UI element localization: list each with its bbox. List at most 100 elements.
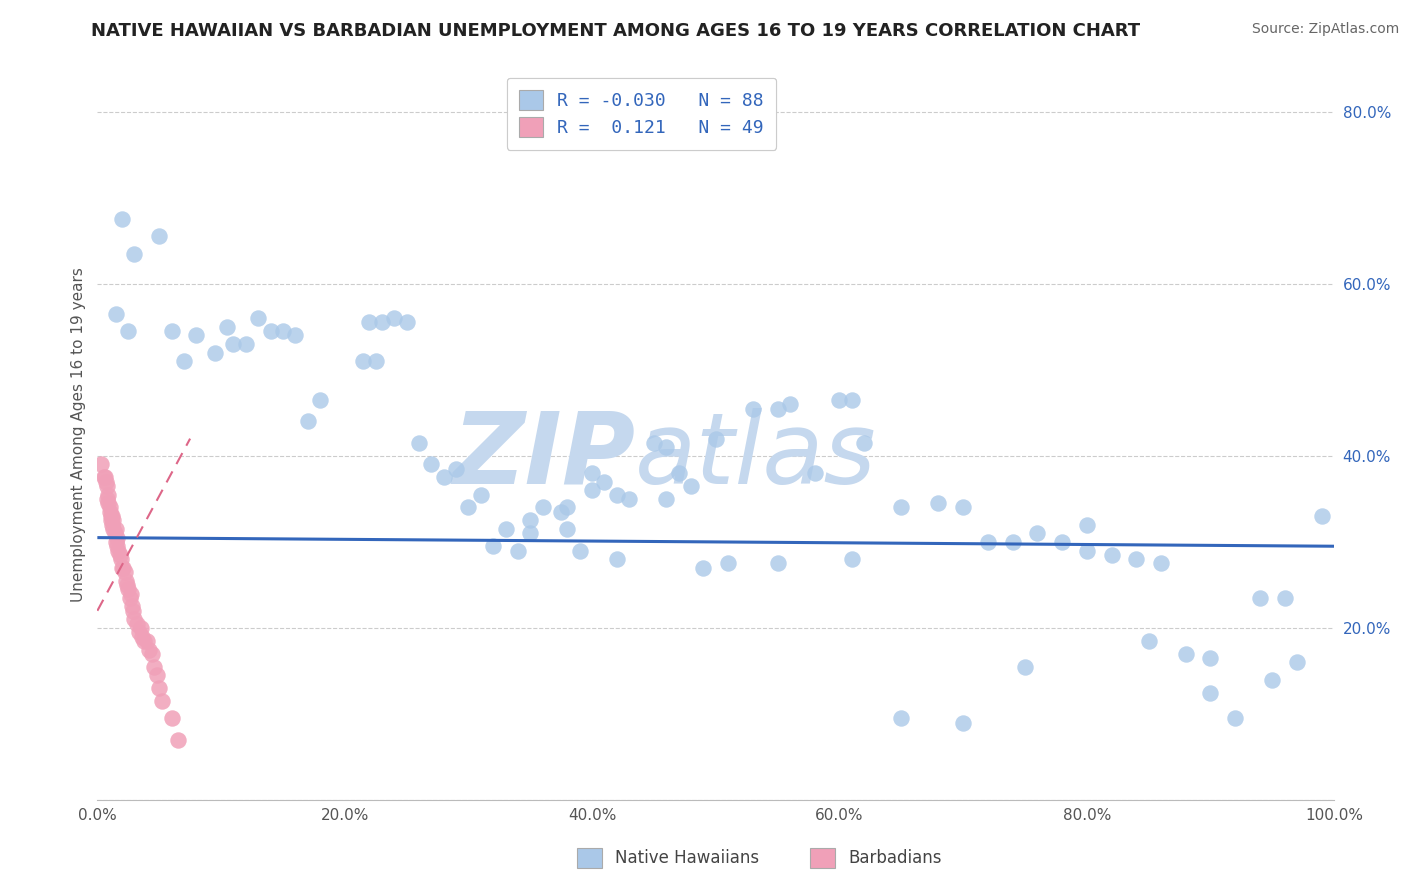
Point [741,401,763,416]
Point [1150,557,1173,571]
Point [617,491,640,506]
Point [841,552,863,566]
Point [643,436,665,450]
Point [1014,659,1036,673]
Point [606,487,628,501]
Point [166,732,188,747]
Point [853,436,876,450]
Point [104,526,127,541]
Point [124,612,146,626]
Point [408,436,430,450]
Point [173,354,195,368]
Point [519,513,541,527]
Point [359,315,381,329]
Point [717,557,740,571]
Point [96,491,118,506]
Point [105,531,128,545]
Point [297,414,319,428]
Point [122,604,145,618]
Point [112,560,135,574]
Point [124,246,146,260]
Point [105,539,128,553]
Point [828,392,851,407]
Point [550,505,572,519]
Point [118,591,141,605]
Point [141,647,163,661]
Point [97,496,120,510]
Point [568,543,591,558]
Point [94,470,117,484]
Point [1076,517,1098,532]
Point [890,711,912,725]
Point [952,500,974,515]
Point [104,535,127,549]
Point [114,574,136,588]
Point [364,354,387,368]
Point [557,522,579,536]
Point [117,582,139,597]
Point [519,526,541,541]
Point [114,565,136,579]
Point [1225,711,1247,725]
Legend: Native Hawaiians, Barbadians: Native Hawaiians, Barbadians [571,841,948,875]
Point [121,599,143,614]
Point [1274,591,1296,605]
Point [94,475,117,489]
Point [1026,526,1049,541]
Point [371,315,394,329]
Text: Source: ZipAtlas.com: Source: ZipAtlas.com [1251,22,1399,37]
Point [1286,656,1309,670]
Point [1199,685,1222,699]
Point [160,324,183,338]
Point [217,319,239,334]
Point [98,505,121,519]
Point [581,483,603,498]
Point [557,500,579,515]
Point [104,522,127,536]
Point [977,535,1000,549]
Point [1125,552,1147,566]
Point [433,470,456,484]
Point [247,311,270,326]
Point [606,552,628,566]
Point [1310,509,1333,524]
Point [531,500,554,515]
Point [97,487,120,501]
Point [352,354,374,368]
Point [766,401,789,416]
Point [1249,591,1271,605]
Point [101,517,124,532]
Point [117,324,139,338]
Point [222,337,245,351]
Point [204,345,226,359]
Point [655,440,678,454]
Point [1199,651,1222,665]
Point [103,513,125,527]
Point [470,487,492,501]
Point [125,616,148,631]
Point [593,475,616,489]
Point [93,470,115,484]
Point [96,479,118,493]
Point [138,642,160,657]
Point [692,560,714,574]
Point [1261,673,1284,687]
Point [128,625,150,640]
Point [1137,634,1160,648]
Point [1174,647,1197,661]
Point [120,586,142,600]
Point [284,328,307,343]
Point [395,315,418,329]
Point [143,659,166,673]
Text: NATIVE HAWAIIAN VS BARBADIAN UNEMPLOYMENT AMONG AGES 16 TO 19 YEARS CORRELATION : NATIVE HAWAIIAN VS BARBADIAN UNEMPLOYMEN… [91,22,1140,40]
Point [259,324,281,338]
Point [444,462,467,476]
Y-axis label: Unemployment Among Ages 16 to 19 years: Unemployment Among Ages 16 to 19 years [72,267,86,602]
Text: ZIP: ZIP [453,408,636,505]
Point [271,324,294,338]
Point [148,229,170,244]
Point [115,578,138,592]
Point [679,479,702,493]
Point [1101,548,1123,562]
Point [309,392,332,407]
